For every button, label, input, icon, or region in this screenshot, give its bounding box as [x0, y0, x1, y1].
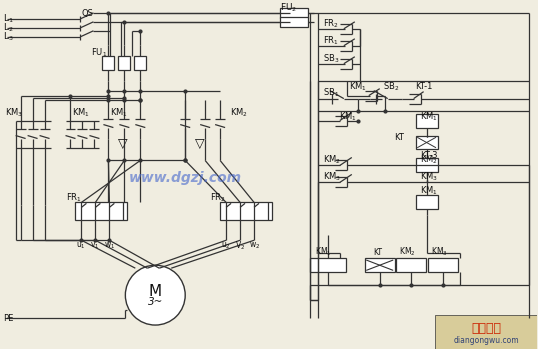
Text: QS: QS [81, 9, 93, 18]
Text: FR$_2$: FR$_2$ [323, 17, 339, 30]
Text: ▽: ▽ [195, 137, 205, 150]
Text: FR$_1$: FR$_1$ [66, 191, 81, 203]
Text: w$_2$: w$_2$ [249, 240, 260, 251]
Text: FU$_2$: FU$_2$ [280, 2, 297, 14]
Text: KT-1: KT-1 [415, 82, 432, 91]
Bar [395, 258, 426, 272]
Bar [102, 56, 115, 70]
Bar [75, 202, 128, 220]
Text: KM$_1$: KM$_1$ [110, 106, 129, 119]
Text: diangongwu.com: diangongwu.com [454, 335, 519, 344]
Text: PE: PE [3, 313, 13, 322]
Text: KM$_1$: KM$_1$ [315, 246, 331, 259]
Bar [416, 135, 437, 149]
Text: FU$_1$: FU$_1$ [91, 46, 108, 59]
Text: SB$_3$: SB$_3$ [323, 52, 339, 65]
Bar [416, 195, 437, 209]
Bar [280, 8, 308, 18]
Text: SB$_2$: SB$_2$ [383, 80, 399, 93]
Text: L$_2$: L$_2$ [3, 22, 13, 34]
Text: KM$_3$: KM$_3$ [420, 170, 438, 183]
Text: KT: KT [394, 133, 404, 142]
Text: u$_2$: u$_2$ [221, 240, 231, 251]
Text: SB$_1$: SB$_1$ [323, 87, 339, 99]
Text: KT-3: KT-3 [420, 151, 437, 160]
Bar [365, 258, 395, 272]
Text: KM$_1$: KM$_1$ [420, 184, 437, 196]
Text: KM$_3$: KM$_3$ [323, 170, 341, 183]
Text: 电工之屋: 电工之屋 [471, 321, 501, 335]
Text: KM$_3$: KM$_3$ [5, 106, 23, 119]
Text: KM$_1$: KM$_1$ [339, 110, 357, 123]
Text: KM$_2$: KM$_2$ [399, 246, 416, 259]
Text: KM$_1$: KM$_1$ [420, 110, 437, 123]
Text: KT: KT [373, 248, 382, 257]
Text: u$_1$: u$_1$ [76, 240, 86, 251]
Text: KM$_2$: KM$_2$ [420, 153, 437, 166]
Text: KM$_1$: KM$_1$ [349, 80, 367, 93]
Bar [220, 202, 272, 220]
Bar [134, 56, 146, 70]
Text: FR$_2$: FR$_2$ [210, 191, 226, 203]
Bar [416, 113, 437, 127]
Text: 3~: 3~ [147, 297, 163, 307]
Text: www.dgzj.com: www.dgzj.com [129, 171, 242, 185]
Text: w$_1$: w$_1$ [104, 240, 116, 251]
Bar [118, 56, 130, 70]
Text: KM$_1$: KM$_1$ [73, 106, 90, 119]
Text: L$_3$: L$_3$ [3, 30, 13, 43]
Text: L$_1$: L$_1$ [3, 13, 13, 25]
Text: KM$_2$: KM$_2$ [230, 106, 248, 119]
Bar [428, 258, 457, 272]
Circle shape [125, 265, 185, 325]
Text: v$_1$: v$_1$ [90, 240, 100, 251]
Text: ▽: ▽ [117, 137, 127, 150]
Bar [435, 315, 537, 349]
Text: V$_2$: V$_2$ [235, 239, 245, 252]
Bar [310, 258, 346, 272]
Text: FR$_1$: FR$_1$ [323, 35, 339, 47]
Bar [280, 17, 308, 27]
Text: M: M [148, 284, 162, 299]
Text: KM$_2$: KM$_2$ [323, 153, 341, 166]
Text: KM$_3$: KM$_3$ [431, 246, 448, 259]
Bar [416, 158, 437, 172]
